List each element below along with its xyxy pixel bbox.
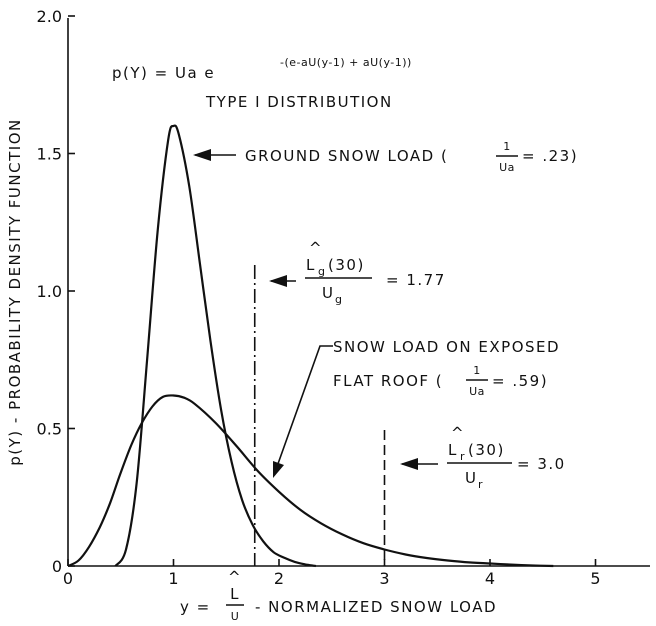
- x-tick-label: 1: [168, 569, 178, 588]
- x-title-den: U: [231, 610, 240, 623]
- lr-num-rest: (30): [468, 441, 505, 459]
- y-tick-label: 0.5: [37, 420, 62, 439]
- lr-den: U: [465, 469, 477, 487]
- x-tick-label: 2: [274, 569, 284, 588]
- curves: [67, 124, 554, 568]
- lr-value: = 3.0: [517, 455, 566, 473]
- x-tick-label: 4: [485, 569, 495, 588]
- x-tick-label: 3: [379, 569, 389, 588]
- roof-frac-num: 1: [473, 364, 481, 377]
- lg-num: L: [306, 256, 316, 274]
- ground-snow-curve: [114, 124, 317, 568]
- formula: p(Y) = Ua e -(e-aU(y-1) + aU(y-1)): [112, 56, 412, 82]
- roof-arrow-head: [273, 461, 284, 478]
- lg-den-sub: g: [335, 293, 342, 306]
- lg-value: = 1.77: [386, 271, 446, 289]
- x-title-num: L: [230, 585, 240, 603]
- lr-hat: ^: [451, 424, 465, 442]
- x-tick-label: 0: [63, 569, 73, 588]
- y-axis-title: p(Y) - PROBABILITY DENSITY FUNCTION: [6, 118, 24, 465]
- lg-hat: ^: [309, 239, 323, 257]
- lg-arrow-head: [269, 275, 287, 287]
- markers: [253, 265, 386, 566]
- x-title-lhs: y =: [180, 598, 211, 616]
- roof-value: = .59): [492, 372, 548, 390]
- ticks: 0 1 2 3 4 5 0 0.5 1.0 1.5 2.0: [37, 7, 601, 588]
- lr-arrow-head: [400, 458, 418, 470]
- roof-line2: FLAT ROOF (: [333, 372, 443, 390]
- x-axis-title: y = ^ L U - NORMALIZED SNOW LOAD: [180, 568, 497, 623]
- ground-annotation: GROUND SNOW LOAD ( 1 Ua = .23): [193, 140, 578, 174]
- roof-line1: SNOW LOAD ON EXPOSED: [333, 338, 560, 356]
- y-tick-label: 2.0: [37, 7, 62, 26]
- roof-snow-curve: [67, 394, 554, 568]
- lg-num-sub: g: [318, 265, 325, 278]
- roof-frac-den: Ua: [469, 385, 485, 398]
- ground-label: GROUND SNOW LOAD (: [245, 147, 448, 165]
- ground-arrow-head: [193, 149, 211, 161]
- lg-den: U: [322, 284, 334, 302]
- lr-num: L: [448, 441, 458, 459]
- roof-leader: [273, 345, 333, 476]
- lr-den-sub: r: [478, 478, 483, 491]
- lg-annotation: ^ L g (30) U g = 1.77: [269, 239, 446, 306]
- formula-exponent: -(e-aU(y-1) + aU(y-1)): [280, 56, 412, 69]
- distribution-label: TYPE I DISTRIBUTION: [205, 93, 393, 111]
- ground-frac-num: 1: [503, 140, 511, 153]
- y-tick-label: 1.0: [37, 282, 62, 301]
- x-title-rhs: - NORMALIZED SNOW LOAD: [255, 598, 497, 616]
- lr-annotation: ^ L r (30) U r = 3.0: [400, 424, 566, 491]
- x-tick-label: 5: [590, 569, 600, 588]
- roof-annotation: SNOW LOAD ON EXPOSED FLAT ROOF ( 1 Ua = …: [273, 338, 560, 478]
- lr-num-sub: r: [460, 450, 465, 463]
- lg-num-rest: (30): [328, 256, 365, 274]
- ground-frac-den: Ua: [499, 161, 515, 174]
- ground-value: = .23): [522, 147, 578, 165]
- x-title-hat: ^: [228, 568, 242, 586]
- formula-main: p(Y) = Ua e: [112, 64, 215, 82]
- y-tick-label: 0: [52, 557, 62, 576]
- y-tick-label: 1.5: [37, 145, 62, 164]
